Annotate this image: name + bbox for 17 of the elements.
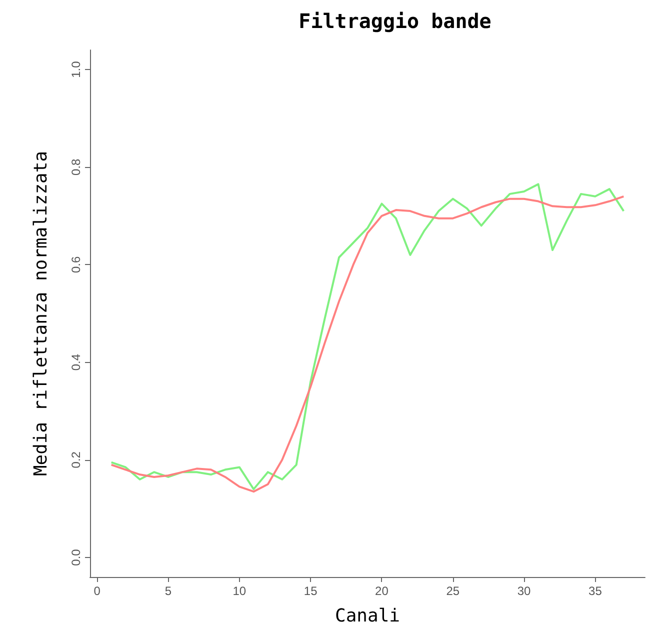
- y-tick-label: 0.4: [69, 354, 83, 371]
- x-tick-label: 35: [588, 584, 602, 598]
- x-tick-label: 25: [446, 584, 460, 598]
- y-tick-label: 0.6: [69, 256, 83, 274]
- x-tick-label: 0: [94, 584, 101, 598]
- y-tick-label: 0.2: [69, 451, 83, 468]
- y-tick-label: 0.8: [69, 158, 83, 176]
- chart-title: Filtraggio bande: [298, 9, 492, 33]
- x-tick-label: 5: [164, 584, 172, 598]
- y-axis-title: Media riflettanza normalizzata: [30, 150, 52, 476]
- y-tick-label: 1.0: [69, 60, 83, 78]
- x-tick-label: 15: [304, 584, 318, 598]
- x-axis-title: Canali: [334, 606, 400, 626]
- x-tick-label: 10: [232, 584, 246, 598]
- x-tick-label: 20: [375, 584, 389, 598]
- x-tick-label: 30: [517, 584, 532, 598]
- y-tick-label: 0.0: [69, 548, 83, 566]
